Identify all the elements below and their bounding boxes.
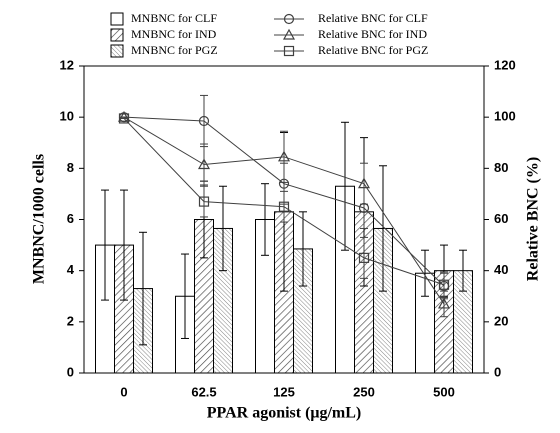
y2-tick-label: 20: [494, 313, 508, 328]
x-tick-label: 62.5: [191, 384, 216, 399]
line-marker: [278, 201, 290, 212]
y2-tick-label: 0: [494, 364, 501, 379]
x-tick-label: 250: [353, 384, 375, 399]
line-marker: [118, 113, 130, 124]
line-marker: [283, 45, 295, 57]
y-tick-label: 0: [67, 364, 74, 379]
y-tick-label: 2: [67, 313, 74, 328]
x-tick-label: 125: [273, 384, 295, 399]
line-marker: [438, 279, 450, 290]
y2-tick-label: 60: [494, 211, 508, 226]
line-marker: [117, 110, 131, 122]
y-tick-label: 10: [60, 109, 74, 124]
legend-swatch: [110, 28, 124, 42]
y2-axis-title: Relative BNC (%): [525, 157, 542, 281]
line-marker: [197, 158, 211, 170]
y-axis-title: MNBNC/1000 cells: [31, 154, 48, 284]
legend-label: Relative BNC for CLF: [318, 11, 428, 25]
legend-swatch: [110, 44, 124, 58]
line-marker: [198, 115, 210, 127]
y2-tick-label: 40: [494, 262, 508, 277]
y2-tick-label: 80: [494, 160, 508, 175]
y-tick-label: 8: [67, 160, 74, 175]
line-marker: [277, 150, 291, 162]
y2-tick-label: 100: [494, 109, 516, 124]
legend-label: MNBNC for CLF: [131, 11, 217, 25]
y-tick-label: 4: [67, 262, 75, 277]
line-marker: [437, 297, 451, 309]
x-tick-label: 500: [433, 384, 455, 399]
legend-label: Relative BNC for IND: [318, 27, 427, 41]
y-tick-label: 6: [67, 211, 74, 226]
line-marker: [357, 177, 371, 189]
legend-label: MNBNC for PGZ: [131, 43, 218, 57]
line-marker: [198, 196, 210, 207]
x-tick-label: 0: [120, 384, 127, 399]
legend-label: Relative BNC for PGZ: [318, 43, 428, 57]
line-marker: [358, 252, 370, 263]
y2-tick-label: 120: [494, 57, 516, 72]
legend-label: MNBNC for IND: [131, 27, 217, 41]
line-marker: [282, 28, 296, 40]
line-marker: [283, 13, 295, 25]
y-tick-label: 12: [60, 57, 74, 72]
legend-swatch: [110, 12, 124, 26]
x-axis-title: PPAR agonist (μg/mL): [207, 405, 362, 422]
